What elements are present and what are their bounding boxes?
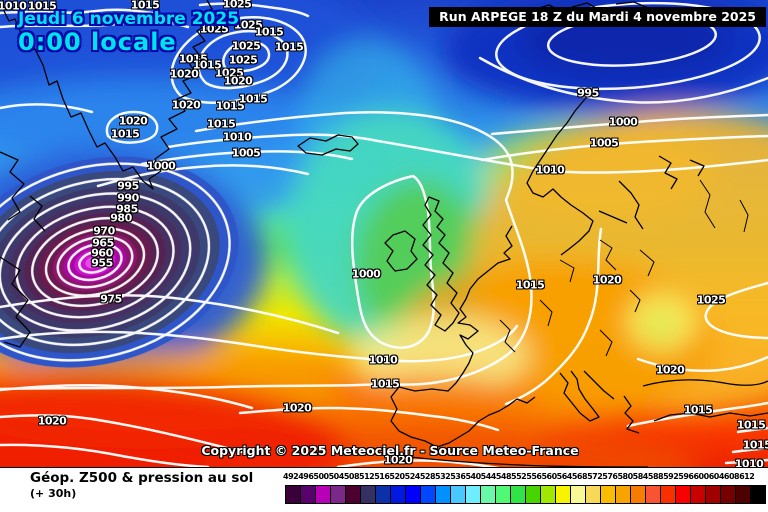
geopotential-field [0,0,768,467]
legend-value: 588 [647,472,664,481]
legend-swatch [601,486,616,503]
legend-value: 560 [541,472,557,481]
legend-swatch [346,486,361,503]
legend-swatch-row [285,485,766,504]
legend-swatch [751,486,765,503]
legend-value: 524 [404,472,421,481]
legend-swatch [376,486,391,503]
legend-swatch [436,486,451,503]
color-scale-legend: 492 496 500 504 508 512 516 520 524 528 532 536 540 5… [283,468,766,512]
legend-value: 568 [571,472,588,481]
borders [499,179,749,357]
legend-value: 516 [374,472,390,481]
legend-swatch [331,486,346,503]
kola-coast [658,155,705,190]
legend-value: 612 [739,472,755,481]
legend-swatch [586,486,601,503]
legend-value: 500 [313,472,329,481]
legend-value: 508 [343,472,360,481]
labrador-coast [0,256,31,348]
legend-value: 608 [723,472,740,481]
black-sea-coast [642,379,768,387]
legend-value: 536 [450,472,466,481]
legend-value: 512 [359,472,375,481]
legend-swatch [616,486,631,503]
legend-value-spacer [754,472,766,482]
legend-swatch [691,486,706,503]
scandinavia-coast [526,88,594,256]
coastlines [0,0,768,467]
greece-coast [583,370,640,434]
legend-swatch [676,486,691,503]
great-britain-coast [422,196,460,332]
legend-value: 572 [587,472,603,481]
legend-value: 544 [480,472,497,481]
model-run-info: Run ARPEGE 18 Z du Mardi 4 novembre 2025 [429,7,766,27]
italy-coast [559,370,600,422]
legend-value: 596 [678,472,694,481]
map-canvas: 1010 1015 1015 1025 1025 1025 1015 1015 1025 1025… [0,0,768,467]
legend-value: 556 [526,472,542,481]
validity-time: 0:00 locale [18,28,177,56]
legend-swatch [481,486,496,503]
legend-swatch [361,486,376,503]
legend-value: 492 [283,472,299,481]
legend-swatch [451,486,466,503]
finland-coast [598,180,644,230]
ireland-coast [384,230,418,272]
forecast-hour: (+ 30h) [30,487,77,500]
legend-value: 604 [708,472,725,481]
legend-value-row: 492 496 500 504 508 512 516 520 524 528 532 536 540 5… [283,472,766,482]
legend-swatch [556,486,571,503]
africa-coast [379,452,649,467]
legend-swatch [511,486,526,503]
copyright-notice: Copyright © 2025 Meteociel.fr - Source M… [201,443,579,458]
isobars [0,0,768,467]
legend-swatch [571,486,586,503]
legend-swatch [286,486,301,503]
baffin-coast [0,151,46,232]
legend-value: 580 [617,472,633,481]
legend-value: 548 [495,472,512,481]
validity-date: Jeudi 6 novembre 2025 [18,9,240,29]
legend-bar: Géop. Z500 & pression au sol (+ 30h) 492… [0,467,768,512]
legend-value: 600 [693,472,709,481]
legend-swatch [721,486,736,503]
legend-value: 592 [663,472,679,481]
legend-value: 528 [419,472,436,481]
geopotential-map [0,0,768,467]
legend-value: 584 [632,472,649,481]
legend-swatch [316,486,331,503]
legend-swatch [466,486,481,503]
europe-west-coast [390,225,536,448]
greenland-coast [2,0,213,190]
legend-swatch [706,486,721,503]
legend-swatch [526,486,541,503]
legend-value: 504 [328,472,345,481]
iceland-coast [297,134,359,156]
legend-swatch [301,486,316,503]
legend-value: 496 [298,472,314,481]
map-title: Géop. Z500 & pression au sol [30,470,254,486]
legend-value: 552 [511,472,527,481]
legend-value: 576 [602,472,618,481]
turkey-coast [653,412,768,422]
legend-swatch [406,486,421,503]
legend-swatch [661,486,676,503]
legend-swatch [421,486,436,503]
legend-swatch [391,486,406,503]
legend-swatch [631,486,646,503]
legend-value: 540 [465,472,481,481]
legend-swatch [736,486,751,503]
legend-swatch [541,486,556,503]
legend-swatch [496,486,511,503]
legend-value: 564 [556,472,573,481]
legend-value: 520 [389,472,405,481]
legend-swatch [646,486,661,503]
legend-value: 532 [435,472,451,481]
validity-datetime: Jeudi 6 novembre 2025 0:00 locale [18,9,239,55]
